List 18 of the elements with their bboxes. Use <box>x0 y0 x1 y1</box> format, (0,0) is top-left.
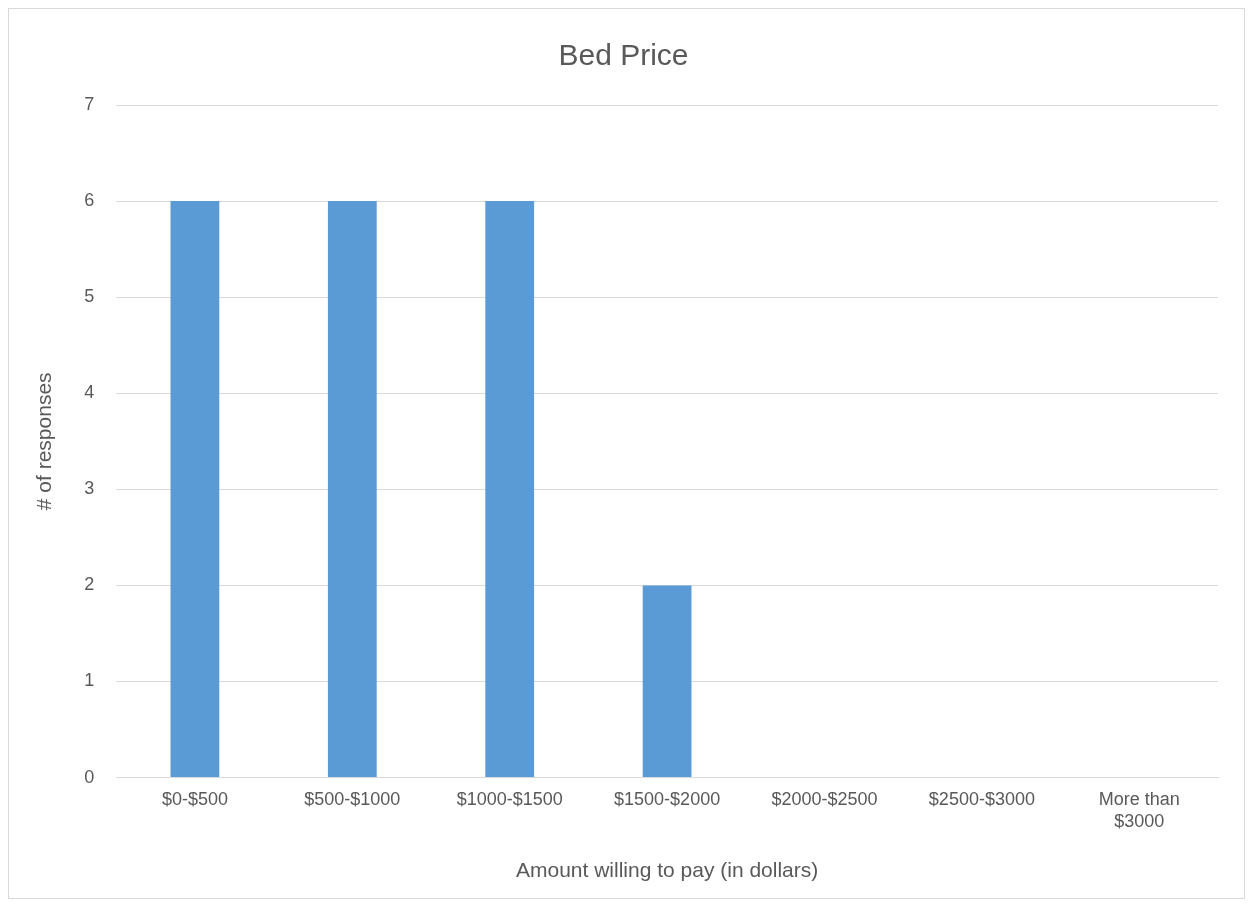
x-tick-label: More than $3000 <box>1098 789 1180 831</box>
x-tick-label: $1500-$2000 <box>614 789 721 810</box>
x-axis-title: Amount willing to pay (in dollars) <box>515 858 819 882</box>
x-tick-label: $2000-$2500 <box>771 789 878 810</box>
x-tick-label: $2500-$3000 <box>928 789 1035 810</box>
x-tick-label: $0-$500 <box>161 789 228 810</box>
y-tick-label: 1 <box>84 670 95 691</box>
x-tick-label: $500-$1000 <box>304 789 401 810</box>
y-tick-label: 0 <box>84 766 95 787</box>
y-tick-label: 7 <box>84 93 95 114</box>
y-tick-label: 4 <box>84 382 95 403</box>
y-tick-label: 2 <box>84 574 95 595</box>
y-tick-label: 5 <box>84 286 95 307</box>
y-tick-label: 6 <box>84 190 95 211</box>
chart-title: Bed Price <box>558 38 689 72</box>
y-axis-title: # of responses <box>32 372 56 511</box>
y-tick-label: 3 <box>84 478 95 499</box>
x-tick-label: $1000-$1500 <box>456 789 563 810</box>
